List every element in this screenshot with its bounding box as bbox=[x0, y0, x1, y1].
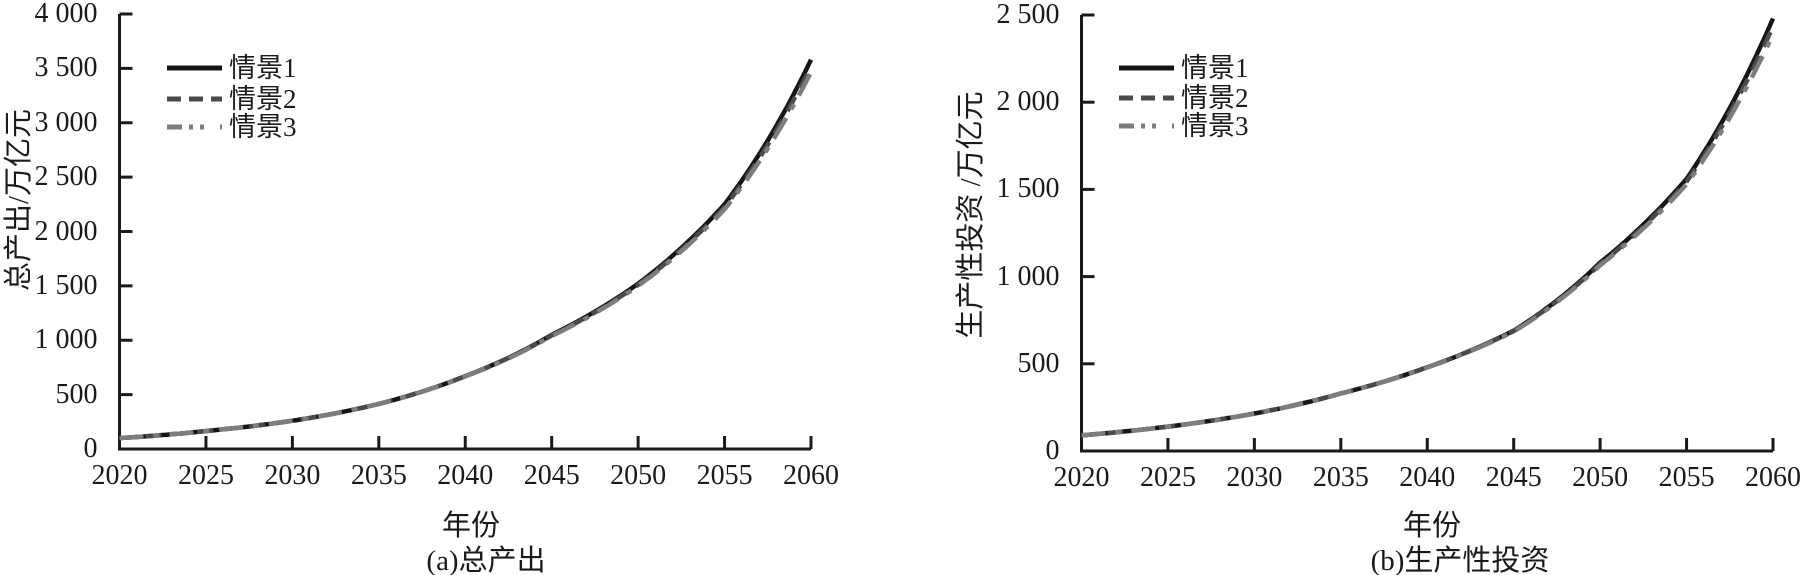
legend-label: 情景3 bbox=[1181, 111, 1249, 141]
x-tick-label: 2040 bbox=[437, 460, 494, 491]
x-tick-label: 2055 bbox=[1658, 462, 1715, 493]
legend-item: 情景1 bbox=[166, 54, 297, 82]
x-tick-label: 2025 bbox=[1139, 462, 1196, 493]
legend-line-dashed-icon bbox=[1119, 95, 1174, 101]
y-tick-label: 3 500 bbox=[34, 52, 98, 84]
legend-label: 情景2 bbox=[229, 84, 297, 114]
x-axis-label: 年份 bbox=[441, 510, 501, 542]
y-tick-label: 4 000 bbox=[34, 0, 98, 29]
x-tick-label: 2055 bbox=[696, 460, 753, 491]
y-tick-label: 3 000 bbox=[34, 106, 98, 138]
y-axis-label: 生产性投资 /万亿元 bbox=[955, 91, 987, 339]
legend-item: 情景2 bbox=[1118, 84, 1249, 112]
x-tick-label: 2060 bbox=[1745, 462, 1801, 493]
x-tick-label: 2035 bbox=[1312, 462, 1369, 493]
y-tick-label: 2 000 bbox=[34, 215, 98, 247]
legend-item: 情景3 bbox=[166, 113, 297, 141]
y-tick-label: 0 bbox=[83, 433, 98, 464]
legend-item: 情景1 bbox=[1118, 54, 1249, 82]
legend-label: 情景2 bbox=[1181, 83, 1249, 113]
x-tick-label: 2060 bbox=[783, 460, 839, 491]
y-tick-label: 2 500 bbox=[996, 0, 1060, 30]
y-tick-label: 500 bbox=[55, 378, 98, 410]
y-tick-label: 1 500 bbox=[34, 269, 98, 301]
y-tick-label: 500 bbox=[1017, 347, 1060, 379]
legend-line-dashdot-icon bbox=[1119, 123, 1174, 129]
x-tick-label: 2025 bbox=[177, 460, 234, 491]
legend-label: 情景1 bbox=[1181, 53, 1249, 83]
chart-caption: (b)生产性投资 bbox=[1370, 545, 1550, 575]
x-tick-label: 2040 bbox=[1399, 462, 1456, 493]
series-line-情景3 bbox=[119, 71, 814, 441]
legend-line-dashdot-icon bbox=[167, 124, 222, 130]
x-tick-label: 2030 bbox=[1226, 462, 1283, 493]
x-tick-label: 2050 bbox=[610, 460, 667, 491]
x-tick-label: 2020 bbox=[1053, 462, 1110, 493]
legend-line-solid-icon bbox=[167, 65, 222, 71]
x-tick-label: 2045 bbox=[1485, 462, 1542, 493]
y-tick-label: 1 000 bbox=[34, 324, 98, 356]
y-tick-label: 1 500 bbox=[996, 173, 1060, 205]
y-tick-label: 0 bbox=[1045, 435, 1060, 466]
series-line-情景3 bbox=[1081, 33, 1776, 438]
legend-line-solid-icon bbox=[1119, 65, 1174, 71]
legend-item: 情景2 bbox=[166, 85, 297, 113]
x-tick-label: 2045 bbox=[523, 460, 580, 491]
y-tick-label: 2 000 bbox=[996, 86, 1060, 118]
y-tick-label: 1 000 bbox=[996, 260, 1060, 292]
legend-label: 情景3 bbox=[229, 112, 297, 142]
y-tick-label: 2 500 bbox=[34, 161, 98, 193]
legend-item: 情景3 bbox=[1118, 112, 1249, 140]
x-axis-label: 年份 bbox=[1402, 510, 1462, 542]
legend-label: 情景1 bbox=[229, 53, 297, 83]
x-tick-label: 2050 bbox=[1572, 462, 1629, 493]
x-tick-label: 2035 bbox=[350, 460, 407, 491]
x-tick-label: 2030 bbox=[264, 460, 321, 491]
chart-caption: (a)总产出 bbox=[426, 545, 546, 575]
legend-line-dashed-icon bbox=[167, 96, 222, 102]
x-tick-label: 2020 bbox=[91, 460, 148, 491]
